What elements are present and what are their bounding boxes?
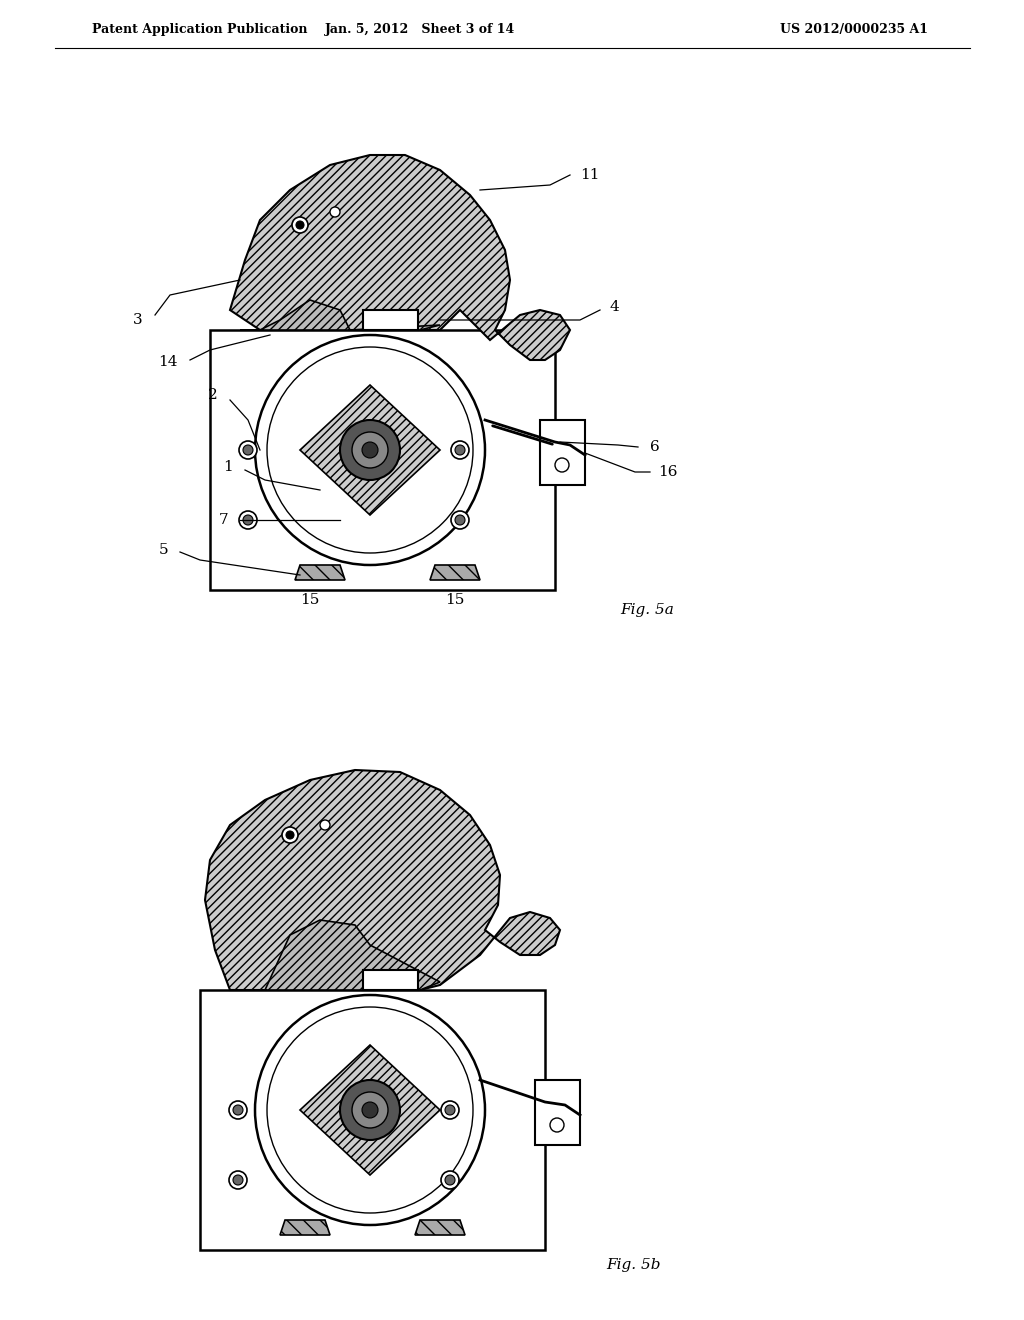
Bar <box>362 310 418 330</box>
Text: 14: 14 <box>159 355 178 370</box>
Polygon shape <box>240 300 440 330</box>
Text: 11: 11 <box>580 168 599 182</box>
Circle shape <box>229 1171 247 1189</box>
Text: 1: 1 <box>223 459 233 474</box>
Bar <box>210 330 555 590</box>
Circle shape <box>340 420 400 480</box>
Polygon shape <box>230 154 570 360</box>
Text: Patent Application Publication: Patent Application Publication <box>92 24 307 37</box>
Circle shape <box>445 1105 455 1115</box>
Polygon shape <box>430 565 480 579</box>
Polygon shape <box>245 920 440 990</box>
Polygon shape <box>300 1045 440 1175</box>
Circle shape <box>451 511 469 529</box>
Circle shape <box>455 515 465 525</box>
Text: 4: 4 <box>610 300 620 314</box>
Text: 5: 5 <box>159 543 168 557</box>
Circle shape <box>352 1092 388 1129</box>
Circle shape <box>362 442 378 458</box>
Circle shape <box>239 441 257 459</box>
Circle shape <box>550 1118 564 1133</box>
Bar <box>540 420 585 484</box>
Text: 16: 16 <box>658 465 678 479</box>
Circle shape <box>319 820 330 830</box>
Circle shape <box>292 216 308 234</box>
Circle shape <box>243 515 253 525</box>
Bar <box>535 1080 580 1144</box>
Bar <box>362 970 418 990</box>
Text: 6: 6 <box>650 440 659 454</box>
Text: 15: 15 <box>300 593 319 607</box>
Text: 7: 7 <box>218 513 228 527</box>
Polygon shape <box>300 385 440 515</box>
Circle shape <box>233 1105 243 1115</box>
Circle shape <box>296 220 304 228</box>
Bar <box>200 990 545 1250</box>
Circle shape <box>441 1171 459 1189</box>
Circle shape <box>255 995 485 1225</box>
Circle shape <box>239 511 257 529</box>
Circle shape <box>445 1175 455 1185</box>
Circle shape <box>229 1101 247 1119</box>
Polygon shape <box>415 1220 465 1236</box>
Text: 2: 2 <box>208 388 218 403</box>
Text: 15: 15 <box>445 593 465 607</box>
Text: Jan. 5, 2012   Sheet 3 of 14: Jan. 5, 2012 Sheet 3 of 14 <box>325 24 515 37</box>
Circle shape <box>286 832 294 840</box>
Circle shape <box>455 445 465 455</box>
Circle shape <box>340 1080 400 1140</box>
Circle shape <box>255 335 485 565</box>
Circle shape <box>330 207 340 216</box>
Polygon shape <box>280 1220 330 1236</box>
Text: Fig. 5b: Fig. 5b <box>606 1258 660 1272</box>
Circle shape <box>451 441 469 459</box>
Text: 3: 3 <box>133 313 143 327</box>
Circle shape <box>362 1102 378 1118</box>
Circle shape <box>441 1101 459 1119</box>
Text: US 2012/0000235 A1: US 2012/0000235 A1 <box>780 24 928 37</box>
Polygon shape <box>205 770 560 990</box>
Circle shape <box>555 458 569 473</box>
Circle shape <box>243 445 253 455</box>
Circle shape <box>352 432 388 469</box>
Circle shape <box>233 1175 243 1185</box>
Text: Fig. 5a: Fig. 5a <box>620 603 674 616</box>
Circle shape <box>282 828 298 843</box>
Polygon shape <box>295 565 345 579</box>
